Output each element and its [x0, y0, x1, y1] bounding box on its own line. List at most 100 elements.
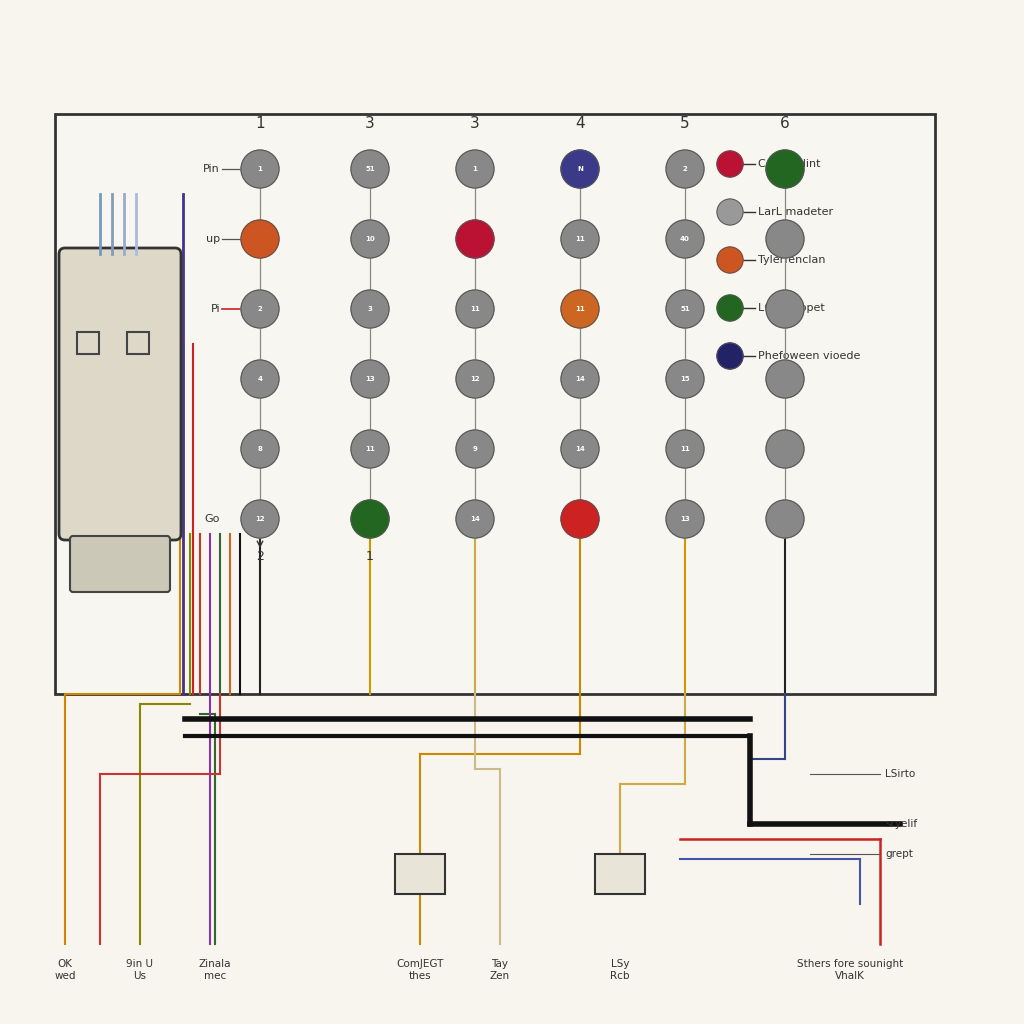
Text: 11: 11 [680, 446, 690, 452]
Circle shape [456, 150, 494, 188]
Text: Tay
Zen: Tay Zen [489, 959, 510, 981]
Text: 51: 51 [366, 166, 375, 172]
Circle shape [666, 150, 705, 188]
Text: Pin: Pin [203, 164, 220, 174]
Circle shape [561, 500, 599, 538]
Text: 3: 3 [470, 117, 480, 131]
Circle shape [241, 290, 279, 328]
Circle shape [456, 360, 494, 398]
Circle shape [351, 150, 389, 188]
FancyBboxPatch shape [70, 536, 170, 592]
Text: 51: 51 [680, 306, 690, 312]
FancyBboxPatch shape [595, 854, 645, 894]
Circle shape [351, 220, 389, 258]
Text: N: N [578, 166, 583, 172]
Text: Zinala
mec: Zinala mec [199, 959, 231, 981]
Text: LSirto: LSirto [885, 769, 915, 779]
Text: 8: 8 [258, 446, 262, 452]
Circle shape [456, 500, 494, 538]
Text: 1: 1 [366, 551, 374, 563]
Text: 11: 11 [366, 446, 375, 452]
Text: 13: 13 [680, 516, 690, 522]
Circle shape [766, 360, 804, 398]
Text: Sthers fore sounight
VhalK: Sthers fore sounight VhalK [797, 959, 903, 981]
Circle shape [561, 430, 599, 468]
Text: grept: grept [885, 849, 912, 859]
Circle shape [766, 150, 804, 188]
Circle shape [666, 500, 705, 538]
Circle shape [241, 360, 279, 398]
Text: 11: 11 [575, 306, 585, 312]
Text: 11: 11 [575, 236, 585, 242]
Circle shape [766, 290, 804, 328]
FancyBboxPatch shape [77, 332, 99, 354]
Text: 12: 12 [255, 516, 265, 522]
FancyBboxPatch shape [395, 854, 445, 894]
Text: 15: 15 [680, 376, 690, 382]
Text: LGS cloppet: LGS cloppet [758, 303, 824, 313]
Circle shape [456, 290, 494, 328]
Circle shape [351, 360, 389, 398]
Circle shape [717, 199, 743, 225]
Circle shape [666, 430, 705, 468]
Circle shape [456, 220, 494, 258]
Circle shape [241, 150, 279, 188]
Circle shape [456, 430, 494, 468]
Text: 13: 13 [366, 376, 375, 382]
Text: 14: 14 [470, 516, 480, 522]
Text: 2: 2 [258, 306, 262, 312]
Text: Phefoween vioede: Phefoween vioede [758, 351, 860, 361]
Text: up: up [206, 234, 220, 244]
Circle shape [766, 430, 804, 468]
Text: 1: 1 [472, 166, 477, 172]
Circle shape [241, 220, 279, 258]
Text: OK
wed: OK wed [54, 959, 76, 981]
Text: Go: Go [205, 514, 220, 524]
Text: Tylerfenclan: Tylerfenclan [758, 255, 825, 265]
Circle shape [717, 151, 743, 177]
Circle shape [717, 343, 743, 369]
Text: 2: 2 [683, 166, 687, 172]
Text: 10: 10 [366, 236, 375, 242]
Circle shape [241, 430, 279, 468]
Circle shape [766, 220, 804, 258]
Text: 11: 11 [470, 306, 480, 312]
Circle shape [717, 247, 743, 273]
Text: 4: 4 [257, 376, 262, 382]
Text: 5: 5 [680, 117, 690, 131]
FancyBboxPatch shape [59, 248, 181, 540]
Circle shape [561, 290, 599, 328]
Circle shape [351, 430, 389, 468]
Text: sryelif: sryelif [885, 819, 918, 829]
Text: 1: 1 [258, 166, 262, 172]
Circle shape [561, 360, 599, 398]
Text: 6: 6 [780, 117, 790, 131]
Circle shape [241, 500, 279, 538]
Text: 9in U
Us: 9in U Us [127, 959, 154, 981]
Circle shape [666, 220, 705, 258]
Circle shape [666, 290, 705, 328]
Text: 14: 14 [575, 376, 585, 382]
Circle shape [666, 360, 705, 398]
Text: 12: 12 [470, 376, 480, 382]
Text: 3: 3 [368, 306, 373, 312]
Text: LSy
Rcb: LSy Rcb [610, 959, 630, 981]
Text: 3: 3 [366, 117, 375, 131]
Text: 2: 2 [256, 551, 264, 563]
Text: Cely I cdint: Cely I cdint [758, 159, 820, 169]
Text: 14: 14 [575, 446, 585, 452]
FancyBboxPatch shape [55, 114, 935, 694]
Circle shape [717, 295, 743, 321]
Text: LarL madeter: LarL madeter [758, 207, 834, 217]
Circle shape [766, 500, 804, 538]
Circle shape [561, 220, 599, 258]
Text: ComJEGT
thes: ComJEGT thes [396, 959, 443, 981]
Circle shape [351, 290, 389, 328]
Text: 40: 40 [680, 236, 690, 242]
Circle shape [561, 150, 599, 188]
FancyBboxPatch shape [127, 332, 150, 354]
Text: 9: 9 [472, 446, 477, 452]
Text: 4: 4 [575, 117, 585, 131]
Circle shape [351, 500, 389, 538]
Text: Pi: Pi [210, 304, 220, 314]
